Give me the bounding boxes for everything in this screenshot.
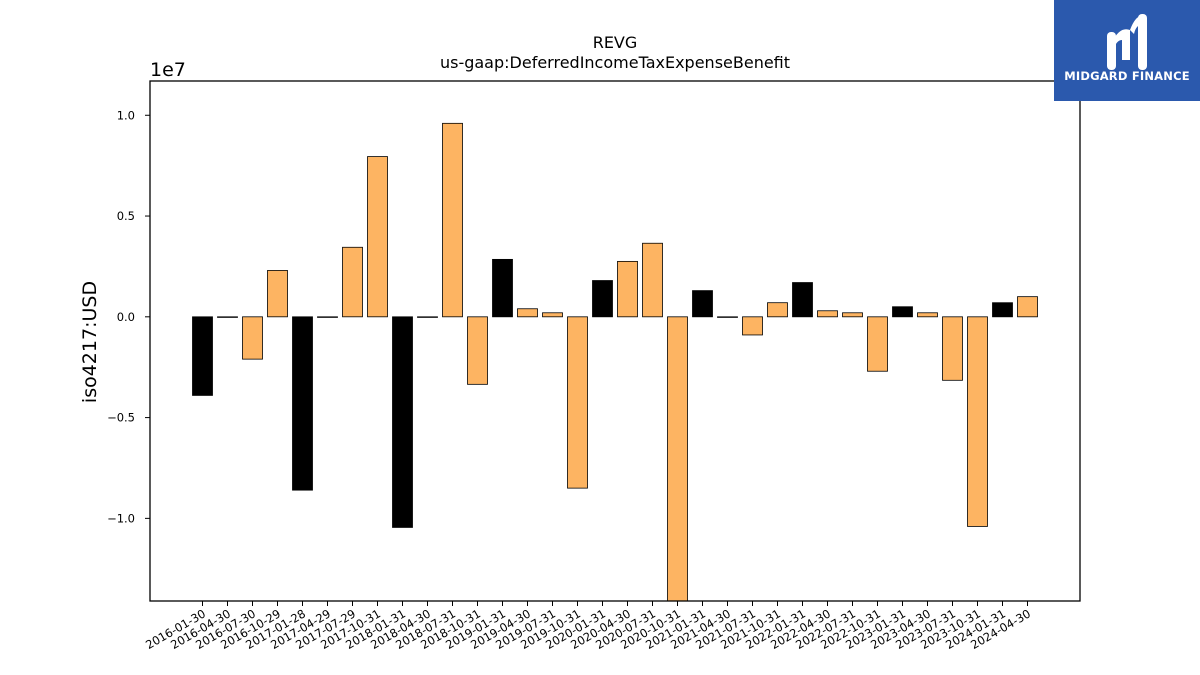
bar-2016-10-29 <box>267 270 288 318</box>
bar-2023-04-30 <box>917 312 938 318</box>
y-axis: −1.0 −0.5 0.0 0.5 1.0 <box>107 108 150 525</box>
bar-2020-04-30 <box>617 260 638 318</box>
bar-2016-04-30 <box>217 316 238 318</box>
y-axis-offset-label: 1e7 <box>150 59 186 81</box>
bar-2021-07-31 <box>742 316 763 336</box>
y-tick-label: 1.0 <box>117 108 135 122</box>
bar-2018-01-31 <box>392 316 413 528</box>
y-tick-label: −0.5 <box>107 411 135 425</box>
bar-2022-10-31 <box>867 316 888 372</box>
y-tick-label: 0.0 <box>117 310 135 324</box>
bar-2021-10-31 <box>767 302 788 318</box>
bar-2023-10-31 <box>967 316 988 527</box>
bar-2022-07-31 <box>842 312 863 318</box>
chart-subtitle: us-gaap:DeferredIncomeTaxExpenseBenefit <box>440 53 790 72</box>
bar-2024-04-30 <box>1017 296 1038 318</box>
logo-mark-icon <box>1107 14 1147 70</box>
bar-2017-10-31 <box>367 156 388 318</box>
bar-2022-04-30 <box>817 310 838 318</box>
logo-text: MIDGARD FINANCE <box>1064 69 1190 83</box>
y-tick-label: 0.5 <box>117 209 135 223</box>
bars-group <box>192 122 1038 602</box>
bar-2020-07-31 <box>642 242 663 318</box>
bar-2016-07-30 <box>242 316 263 360</box>
bar-2018-04-30 <box>417 316 438 318</box>
bar-2022-01-31 <box>792 282 813 318</box>
bar-2020-10-31 <box>667 316 688 602</box>
bar-2017-04-29 <box>317 316 338 318</box>
bar-2019-04-30 <box>517 308 538 318</box>
midgard-finance-logo: MIDGARD FINANCE <box>1054 0 1200 101</box>
bar-2017-01-28 <box>292 316 313 491</box>
bar-2017-07-29 <box>342 246 363 318</box>
bar-2018-07-31 <box>442 122 463 318</box>
bar-2019-01-31 <box>492 258 513 318</box>
bar-2023-07-31 <box>942 316 963 381</box>
x-axis: 2016-01-302016-04-302016-07-302016-10-29… <box>143 601 1033 652</box>
bar-2021-01-31 <box>692 290 713 318</box>
y-axis-label: iso4217:USD <box>79 281 101 403</box>
plot-frame <box>149 80 1081 602</box>
bar-2018-10-31 <box>467 316 488 385</box>
chart-title: REVG <box>593 33 638 52</box>
y-tick-label: −1.0 <box>107 511 135 525</box>
bar-2024-01-31 <box>992 302 1013 318</box>
bar-2016-01-30 <box>192 316 213 396</box>
bar-2023-01-31 <box>892 306 913 318</box>
bar-2019-07-31 <box>542 312 563 318</box>
bar-2020-01-31 <box>592 280 613 318</box>
bar-2019-10-31 <box>567 316 588 489</box>
bar-2021-04-30 <box>717 316 738 318</box>
